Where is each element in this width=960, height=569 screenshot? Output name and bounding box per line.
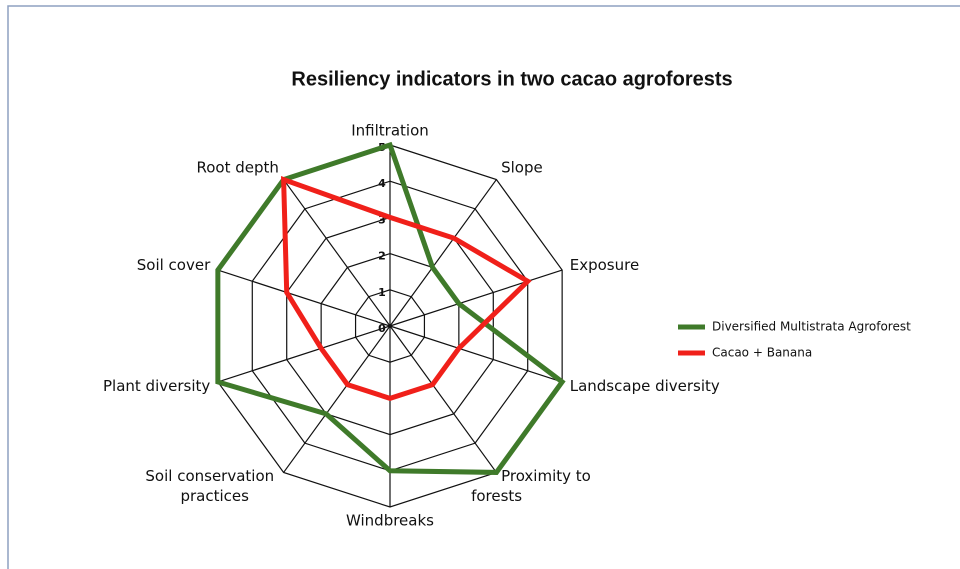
r-tick-label: 3 <box>378 213 386 226</box>
r-tick-label: 1 <box>378 286 386 299</box>
spoke <box>389 179 497 327</box>
legend-label: Cacao + Banana <box>712 346 812 360</box>
axis-label: Landscape diversity <box>570 377 720 395</box>
axis-label: Exposure <box>570 256 639 274</box>
series-line <box>281 175 532 402</box>
frame <box>7 5 960 569</box>
axis-label: Soil cover <box>137 256 211 274</box>
chart-title: Resiliency indicators in two cacao agrof… <box>291 68 732 90</box>
legend-label: Diversified Multistrata Agroforest <box>712 320 911 334</box>
spoke <box>283 325 391 473</box>
spoke <box>217 269 391 327</box>
axis-label: Infiltration <box>351 122 429 140</box>
axis-label: Windbreaks <box>346 512 434 530</box>
r-tick-label: 4 <box>378 177 386 190</box>
spoke <box>217 325 391 383</box>
axis-label: Proximity to forests <box>471 466 596 504</box>
r-tick-label: 2 <box>378 250 386 263</box>
spoke <box>283 179 391 327</box>
spoke <box>389 269 563 327</box>
axis-label: Soil conservation practices <box>145 466 279 504</box>
axis-label: Slope <box>501 159 543 177</box>
axis-label: Plant diversity <box>103 377 210 395</box>
spoke <box>389 325 563 383</box>
spoke <box>389 325 497 473</box>
axis-label: Root depth <box>196 159 278 177</box>
series-line <box>215 141 566 475</box>
